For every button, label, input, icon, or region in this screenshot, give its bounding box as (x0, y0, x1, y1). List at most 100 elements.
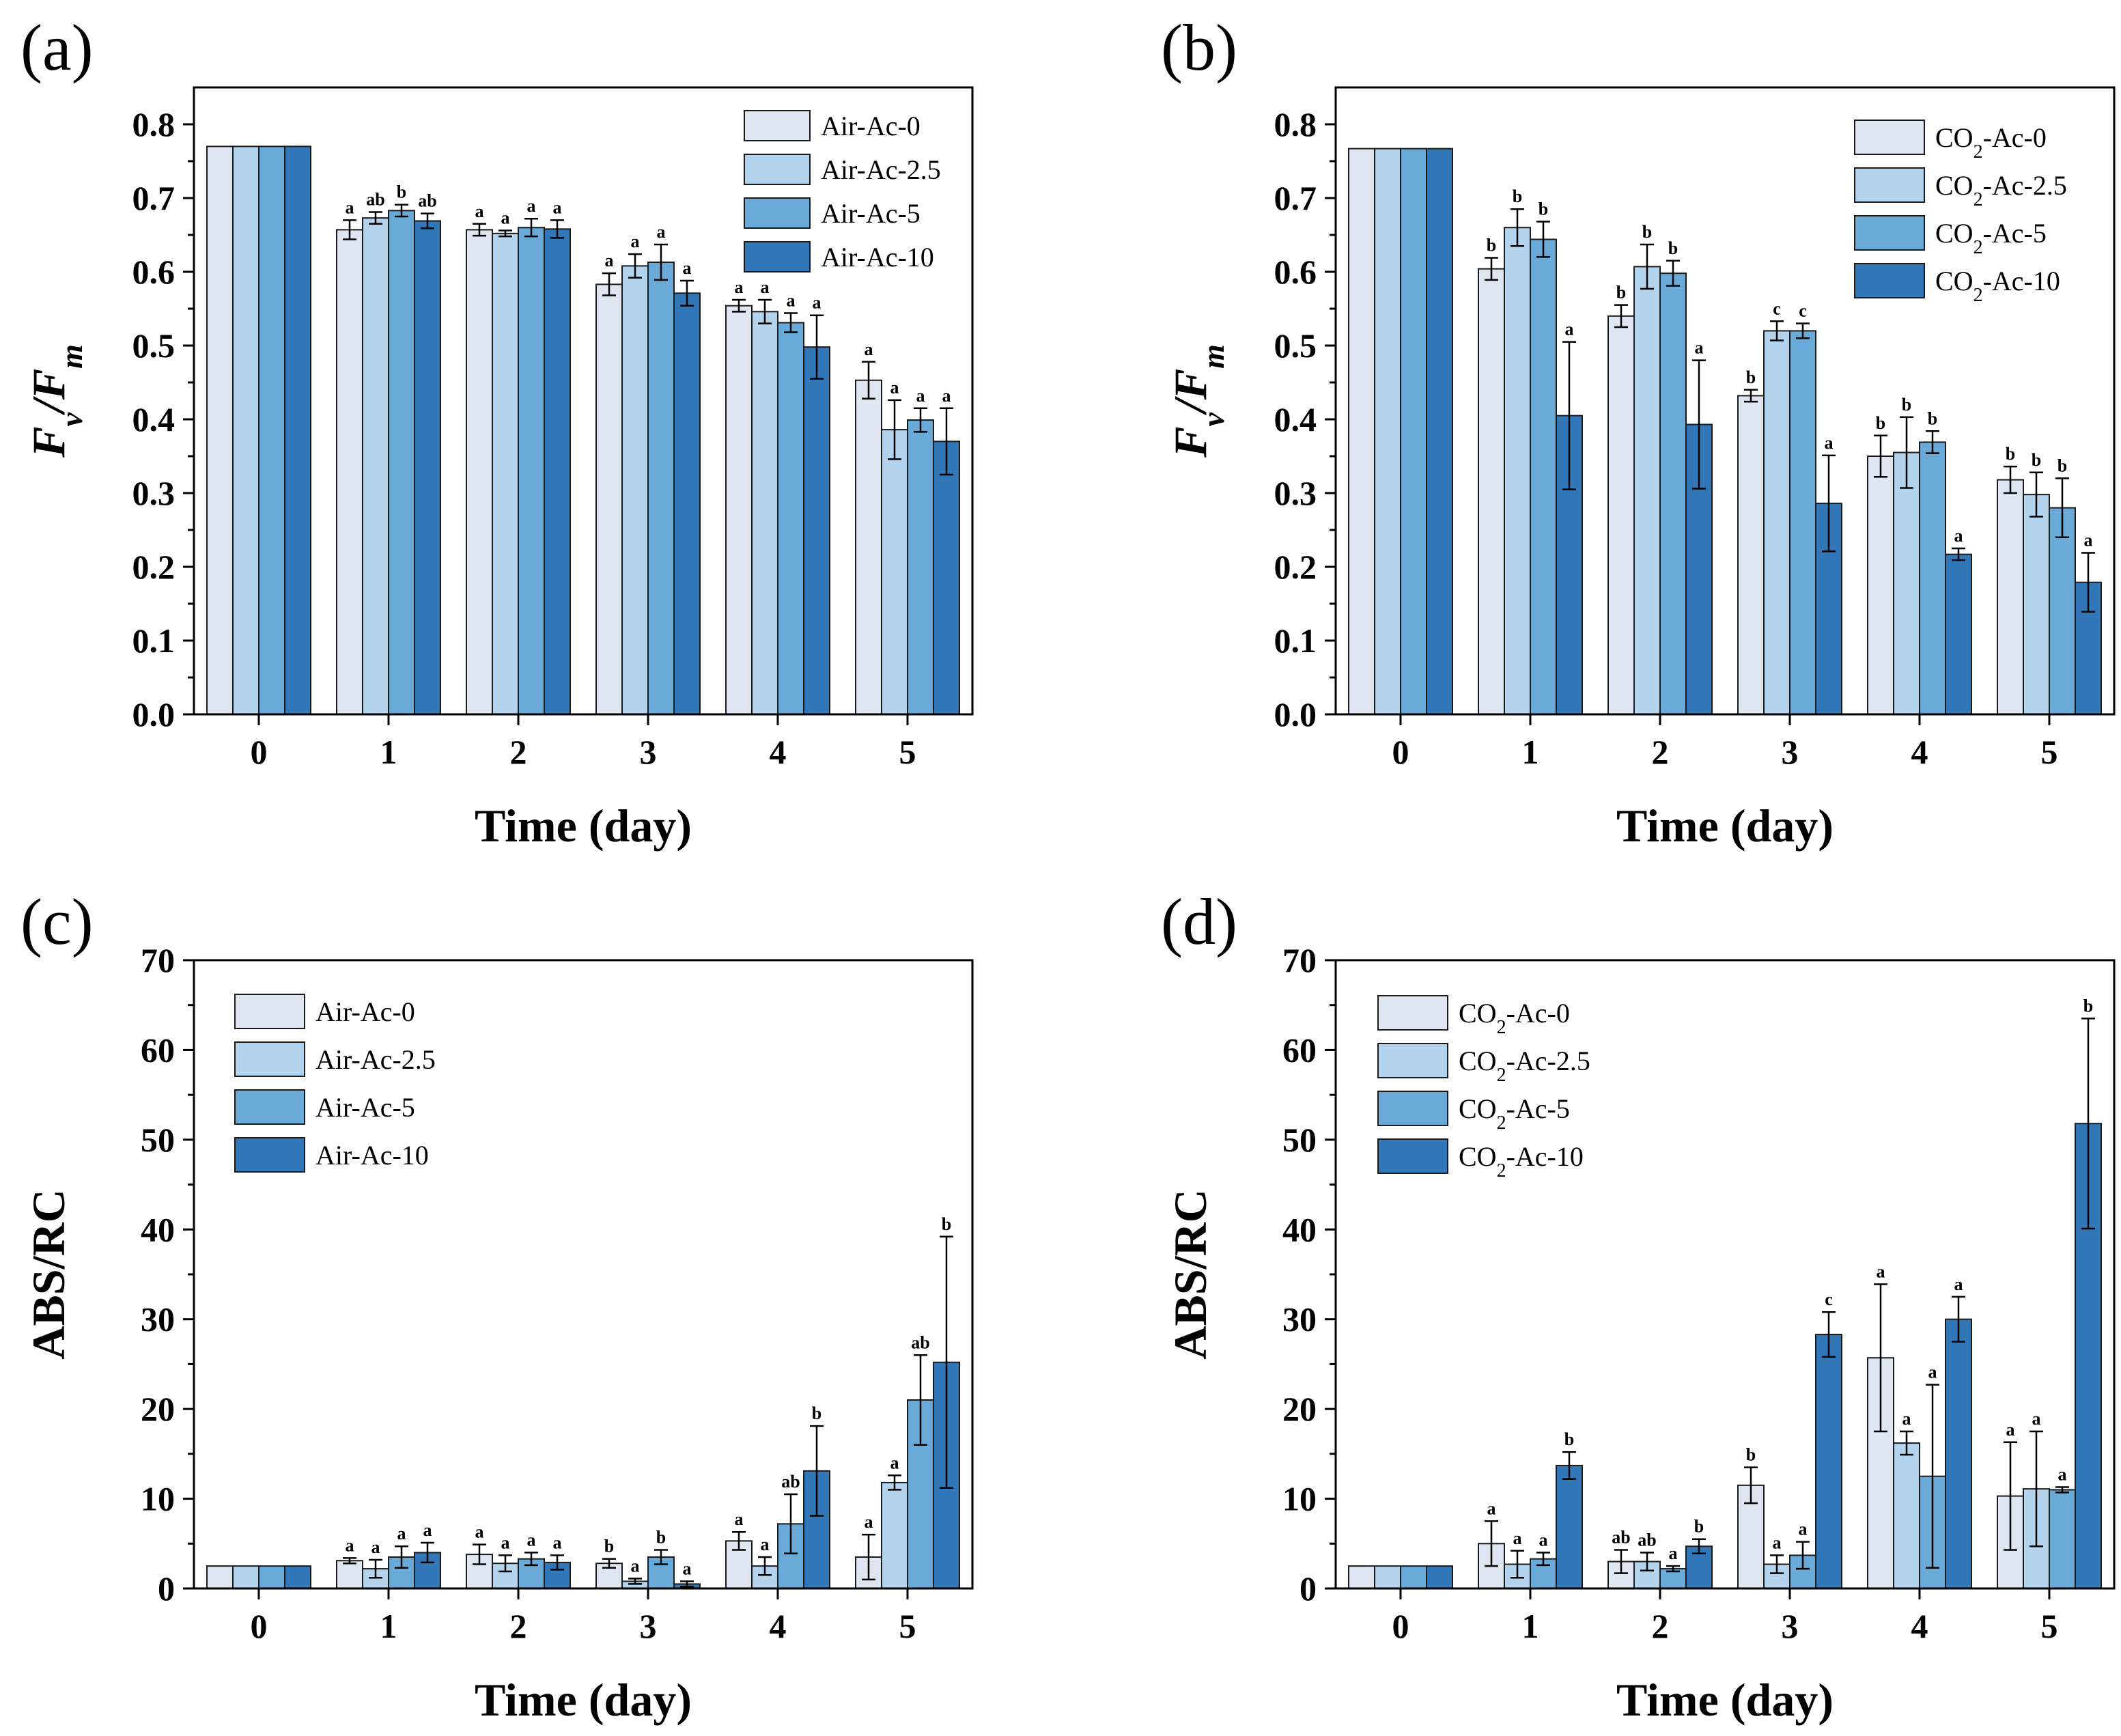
y-tick-label: 0.2 (1274, 548, 1317, 586)
y-tick-label: 0.8 (132, 105, 175, 143)
ylabel-sub-m: m (1196, 344, 1231, 369)
legend-text-post: -Ac-5 (1506, 1093, 1570, 1124)
legend-text-post: -Ac-0 (1983, 122, 2047, 153)
significance-letter: a (657, 222, 666, 242)
bar-co2-ac-2-5-day-4 (1893, 1442, 1920, 1589)
x-tick-label: 4 (1911, 1607, 1928, 1645)
bar-co2-ac-2-5-day-5 (2023, 494, 2050, 715)
bar-air-ac-10-day-4 (803, 1470, 830, 1590)
legend-text-sub: 2 (1973, 285, 1983, 306)
significance-letter: b (1928, 408, 1937, 428)
x-tick-label: 4 (770, 733, 787, 771)
x-tick-label: 0 (1392, 1607, 1409, 1645)
y-tick-label: 40 (141, 1210, 175, 1248)
bar-air-ac-10-day-0 (284, 1565, 311, 1589)
significance-letter: a (631, 1556, 640, 1576)
significance-letter: b (1902, 395, 1911, 415)
significance-letter: ab (781, 1472, 800, 1492)
y-tick-label: 50 (1282, 1121, 1317, 1159)
legend-swatch-air-ac-2-5 (744, 154, 811, 185)
y-tick-label: 0.3 (132, 474, 175, 512)
significance-letter: a (553, 1532, 562, 1552)
legend-label: Air-Ac-5 (821, 198, 921, 229)
legend-text-sub: 2 (1973, 141, 1983, 163)
significance-letter: a (1487, 1498, 1496, 1518)
legend-label: CO2-Ac-0 (1935, 122, 2047, 163)
x-tick-label: 5 (2041, 1607, 2058, 1645)
ylabel-f: F (1164, 369, 1216, 400)
significance-letter: a (1773, 1532, 1782, 1552)
bar-co2-ac-5-day-0 (1400, 1565, 1427, 1589)
significance-letter: b (1746, 367, 1756, 387)
legend-text-post: -Ac-10 (1506, 1141, 1584, 1172)
significance-letter: b (2006, 444, 2015, 464)
bar-air-ac-5-day-5 (907, 419, 934, 716)
significance-letter: a (1902, 1409, 1911, 1429)
bar-co2-ac-0-day-2 (1607, 315, 1635, 715)
legend-text-pre: CO (1459, 1141, 1497, 1172)
y-tick-label: 0.4 (132, 400, 175, 438)
legend-label: Air-Ac-5 (315, 1092, 415, 1123)
x-tick-label: 1 (1522, 1607, 1539, 1645)
bar-co2-ac-10-day-3 (1815, 1334, 1842, 1589)
bar-co2-ac-2-5-day-0 (1374, 1565, 1401, 1589)
significance-letter: a (605, 251, 614, 270)
y-tick-label: 0.3 (1274, 474, 1317, 512)
significance-letter: a (890, 1453, 899, 1472)
significance-letter: a (423, 1520, 432, 1540)
legend-text-pre: CO (1935, 122, 1973, 153)
legend-text-pre: CO (1935, 266, 1973, 296)
legend-text-pre: CO (1459, 1093, 1497, 1124)
x-tick-label: 3 (1782, 1607, 1799, 1645)
legend-swatch-air-ac-10 (234, 1137, 305, 1173)
bar-air-ac-2-5-day-0 (232, 145, 259, 715)
y-tick-label: 70 (1282, 941, 1317, 979)
bar-co2-ac-5-day-1 (1530, 238, 1557, 716)
ylabel-sub-m: m (54, 344, 89, 369)
significance-letter: b (1668, 238, 1678, 258)
x-tick-label: 3 (1782, 733, 1799, 771)
y-axis-title: Fv/Fm (1164, 344, 1231, 458)
legend-label: Air-Ac-10 (821, 242, 934, 272)
y-tick-label: 70 (141, 941, 175, 979)
bar-air-ac-2-5-day-1 (362, 217, 389, 716)
legend-text-post: -Ac-10 (1983, 266, 2060, 296)
significance-letter: a (890, 378, 899, 397)
x-tick-label: 2 (510, 1607, 527, 1645)
x-tick-label: 5 (899, 733, 916, 771)
plot-frame (193, 86, 974, 716)
legend-swatch-air-ac-5 (234, 1089, 305, 1125)
significance-letter: a (1954, 526, 1963, 546)
significance-letter: b (1487, 235, 1496, 255)
x-tick-label: 1 (1522, 733, 1539, 771)
significance-letter: a (553, 197, 562, 217)
bar-air-ac-5-day-0 (258, 145, 285, 715)
y-tick-label: 50 (141, 1121, 175, 1159)
bar-air-ac-0-day-0 (206, 145, 234, 715)
x-tick-label: 2 (1652, 733, 1669, 771)
bar-air-ac-10-day-0 (284, 145, 311, 715)
significance-letter: a (761, 277, 770, 297)
panel-label: (c) (20, 885, 94, 958)
significance-letter: a (683, 258, 692, 278)
bar-co2-ac-10-day-0 (1426, 148, 1453, 715)
significance-letter: a (1928, 1362, 1937, 1382)
significance-letter: b (1616, 283, 1626, 303)
significance-letter: a (1695, 338, 1704, 358)
bar-co2-ac-5-day-5 (2049, 507, 2076, 715)
significance-letter: a (683, 1558, 692, 1578)
significance-letter: b (1513, 186, 1522, 206)
legend-label: Air-Ac-10 (315, 1140, 429, 1171)
x-tick-label: 0 (251, 1607, 268, 1645)
x-tick-label: 5 (2041, 733, 2058, 771)
legend-label: Air-Ac-2.5 (821, 154, 941, 185)
significance-letter: a (1825, 433, 1834, 453)
significance-letter: c (1773, 298, 1781, 318)
x-tick-label: 3 (640, 733, 657, 771)
bar-air-ac-2-5-day-3 (621, 265, 649, 715)
x-tick-label: 2 (510, 733, 527, 771)
bar-air-ac-2-5-day-0 (232, 1565, 259, 1589)
legend-text-post: -Ac-2.5 (1983, 170, 2067, 201)
